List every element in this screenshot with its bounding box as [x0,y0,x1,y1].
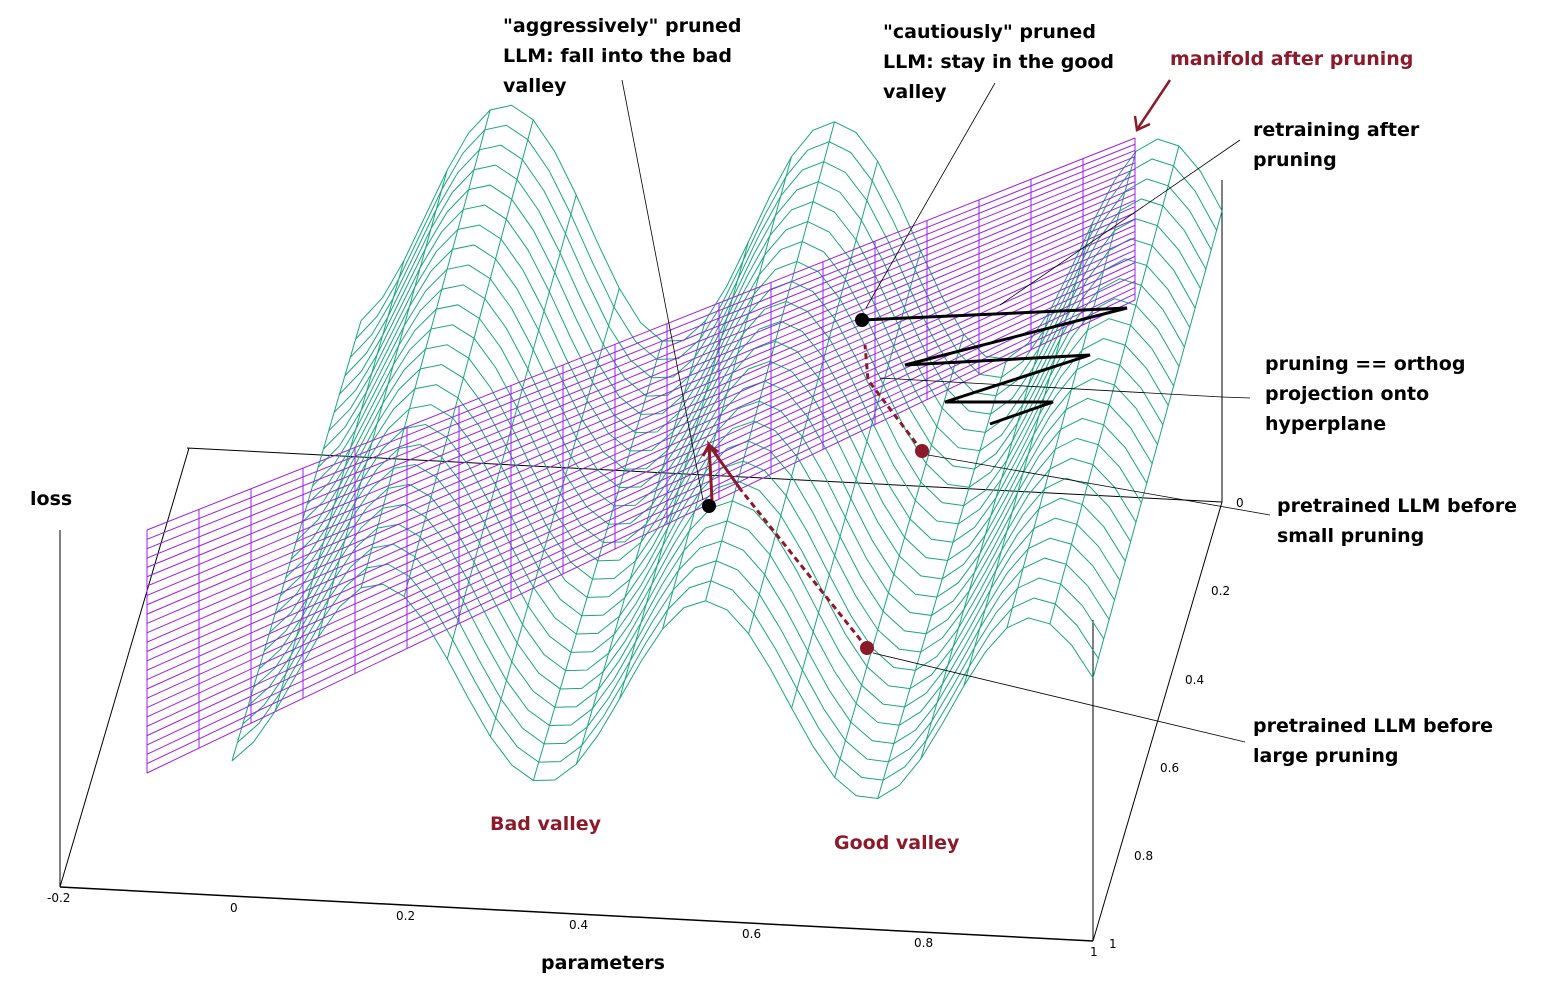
plane-mesh-line [146,199,1136,624]
plane-mesh-line [146,287,1136,755]
x-tick: 0.2 [396,909,416,923]
aggressive-annotation: "aggressively" pruned LLM: fall into the… [503,15,742,97]
y-tick: 0.2 [1211,584,1231,598]
cautious-annotation: "cautiously" pruned LLM: stay in the goo… [883,21,1115,103]
plane-mesh-line [146,274,1136,737]
plane-mesh-line [146,181,1136,596]
small-pruning-path [863,344,924,452]
surface-mesh-line [532,341,663,781]
surface-mesh-line [253,503,1115,726]
manifold-arrow-head-icon [1133,115,1151,132]
large-pruning-path [739,489,869,649]
surface-mesh-line [877,359,1008,799]
plane-mesh-line [146,243,1136,690]
left-edge [59,447,190,888]
surface-mesh-line [360,109,491,589]
retraining-zigzag [861,306,1128,426]
x-tick: 0 [230,901,238,915]
loss-axis-label: loss [30,488,73,510]
surface-mesh-line [274,260,405,712]
surface-mesh-line [834,334,965,778]
good-valley-label: Good valley [834,832,960,854]
plane-mesh-line [146,162,1136,568]
plane-mesh-line [146,255,1136,709]
bad-valley-label: Bad valley [490,813,602,835]
large-pruning-start-point [860,641,874,655]
surface-mesh-line [242,543,1105,763]
plane-mesh-line [146,137,1136,531]
y-tick: 0.4 [1185,673,1205,687]
pruning-paths [701,79,1172,649]
small-pruning-annotation: pretrained LLM before small pruning [1277,495,1518,547]
arrow-head-icon [701,442,719,457]
surface-mesh-line [237,563,1099,781]
x-tick: -0.2 [47,891,71,905]
surface-mesh-line [247,523,1110,745]
surface-mesh-line [1092,210,1223,678]
cautious-pruned-point [855,313,869,327]
plane-mesh-line [146,293,1136,765]
surface-mesh-line [662,156,792,630]
plane-mesh-line [146,218,1136,652]
plane-mesh-line [146,224,1136,662]
x-tick: 0.8 [914,936,934,950]
surface-mesh-line [1049,145,1180,625]
surface-mesh-line [489,288,620,737]
x-tick: 0.6 [742,927,762,941]
surface-mesh-line [317,170,448,638]
surface-mesh-line [575,320,706,765]
plane-mesh-line [146,168,1136,578]
small-pruning-start-point [915,444,929,458]
x-tick: 1 [1090,945,1098,959]
surface-mesh-line [1006,151,1137,629]
surface-mesh-line [791,250,922,709]
plane-mesh-line [146,249,1136,699]
projection-annotation: pruning == orthog projection onto hyperp… [1265,353,1466,435]
y-tick: 0.6 [1160,761,1180,775]
loss-surface [231,104,1223,799]
surface-mesh-line [963,221,1094,687]
retraining-annotation: retraining after pruning [1253,119,1420,171]
x-tick: 0.4 [569,918,589,932]
plane-mesh-line [146,268,1136,727]
axes-frame [59,180,1223,942]
surface-mesh-line [446,194,577,660]
pruning-manifold-plane [146,137,1136,774]
manifold-arrow [1136,79,1172,129]
plane-mesh-line [146,156,1136,559]
plane-mesh-line [146,280,1136,746]
plane-mesh-line [146,187,1136,606]
surface-mesh-line [920,310,1051,760]
plane-mesh-line [146,299,1136,774]
manifold-annotation: manifold after pruning [1170,48,1414,70]
plane-mesh-line [146,237,1136,680]
y-tick: 0 [1236,496,1244,510]
plane-mesh-line [146,193,1136,615]
plane-mesh-line [146,174,1136,587]
plane-mesh-line [146,143,1136,540]
x-axis-label: parameters [541,952,665,974]
plane-mesh-line [146,262,1136,718]
plane-mesh-line [146,149,1136,550]
x-axis [59,886,1094,942]
surface-mesh-line [705,121,836,601]
aggressive-pruned-point [702,499,716,513]
y-tick: 1 [1109,937,1117,951]
surface-mesh-line [231,320,362,761]
y-axis [1092,501,1223,942]
plane-mesh-line [146,231,1136,671]
surface-mesh-line [403,119,534,597]
surface-mesh-line [748,160,879,634]
plane-mesh-line [146,212,1136,643]
surface-mesh-line [231,583,1094,799]
leader-lines [621,79,1271,743]
large-pruning-annotation: pretrained LLM before large pruning [1253,715,1494,767]
plane-mesh-line [146,206,1136,634]
y-tick: 0.8 [1134,849,1154,863]
